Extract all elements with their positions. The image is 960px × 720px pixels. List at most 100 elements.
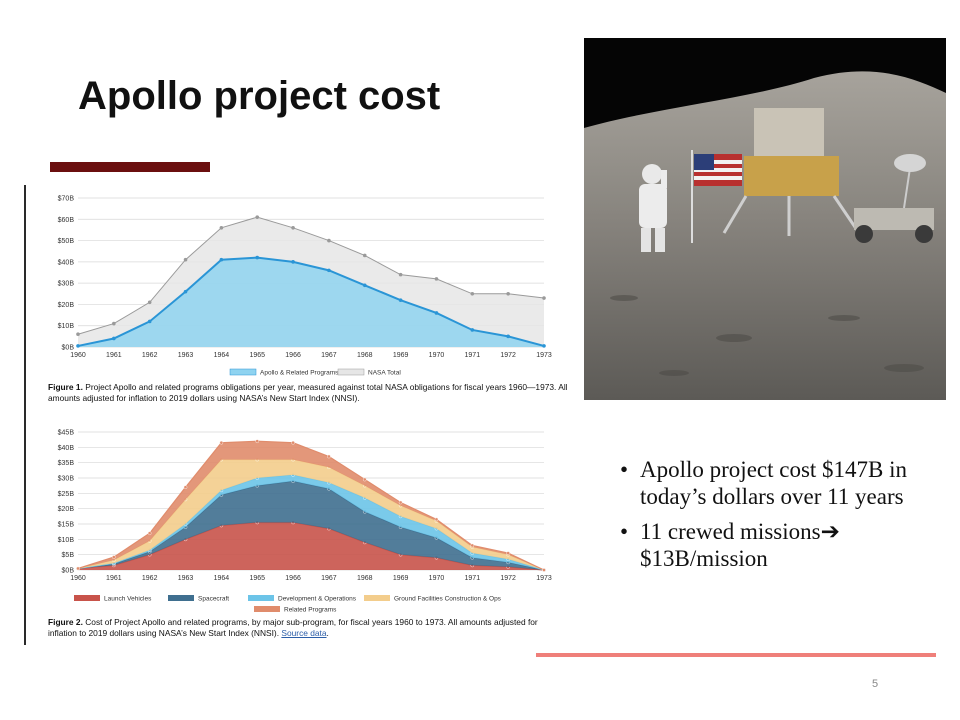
x-tick-label: 1970 [429,352,445,359]
moon-landing-photo [584,38,946,400]
area-apollo-related-programs [78,257,544,347]
bullet-dot: • [620,519,629,544]
point-related-programs [219,440,224,445]
point-related-programs [112,555,116,559]
point-nasa-total [506,291,510,296]
point-related-programs [362,477,367,482]
figure-2-caption: Figure 2. Cost of Project Apollo and rel… [48,617,548,638]
point-apollo-related-programs [398,298,403,302]
x-tick-label: 1962 [142,575,158,582]
lunar-rover [854,154,934,243]
point-apollo-related-programs [219,257,224,262]
figure-1-label: Figure 1. [48,382,83,392]
y-tick-label: $25B [58,491,75,498]
point-apollo-related-programs [255,255,260,260]
y-tick-label: $60B [58,217,75,224]
bullet-item-cost: • Apollo project cost $147B in today’s do… [620,456,920,510]
title-accent-bar [50,162,210,172]
line-nasa-total [77,216,545,335]
astronaut [639,164,667,252]
x-tick-label: 1972 [500,575,516,582]
legend-label: Launch Vehicles [104,596,152,603]
chart-apollo-subprograms: $0B $5B $10B $15B $20B $25B $30B $35B $40B $45B 19… [58,430,552,614]
arrow-icon: ➔ [820,519,840,544]
point-nasa-total [542,296,546,300]
figure-2-label: Figure 2. [48,617,83,627]
left-vertical-rule [24,185,26,645]
figure-1-caption: Figure 1. Project Apollo and related pro… [48,382,568,403]
point-related-programs [542,568,546,572]
point-apollo-related-programs [76,344,80,348]
x-tick-label: 1969 [393,352,409,359]
y-tick-label: $30B [58,476,75,483]
legend-label: Apollo & Related Programs [260,370,339,377]
y-tick-label: $45B [58,430,75,437]
legend-label: NASA Total [368,370,401,377]
chart-apollo-vs-nasa: $0B $10B $20B $30B $40B $50B $60B $70B 1960 1961 1… [58,196,552,377]
point-apollo-related-programs [434,311,439,315]
point-apollo-related-programs [183,289,188,294]
y-tick-label: $40B [58,445,75,452]
x-tick-label: 1964 [214,352,230,359]
caption-period: . [326,627,329,638]
area-development-operations [78,474,544,570]
legend-swatch [229,368,257,376]
source-data-link[interactable]: Source data [281,627,327,638]
point-apollo-related-programs [327,268,331,273]
x-tick-label: 1960 [70,575,86,582]
x-tick-label: 1971 [465,352,481,359]
point-nasa-total [398,272,403,277]
x-tick-label: 1965 [249,352,265,359]
y-tick-label: $0B [62,345,75,352]
x-tick-label: 1972 [500,352,516,359]
legend-swatch [254,606,280,612]
point-related-programs [398,500,403,505]
point-apollo-related-programs [542,344,546,348]
legend-swatch [364,595,390,601]
x-tick-label: 1964 [214,575,230,582]
x-tick-label: 1968 [357,575,373,582]
bullet-text: Apollo project cost $147B in today’s dol… [640,457,908,509]
x-tick-label: 1969 [393,575,409,582]
y-tick-label: $10B [58,537,75,544]
legend-swatch [74,595,100,601]
legend-label: Development & Operations [278,596,357,603]
point-nasa-total [219,226,224,230]
area-spacecraft [78,481,544,570]
y-tick-label: $20B [58,506,75,513]
y-tick-label: $40B [58,259,75,266]
point-related-programs [327,454,331,459]
y-tick-label: $10B [58,323,75,330]
x-tick-label: 1973 [536,352,552,359]
x-tick-label: 1967 [321,575,337,582]
x-tick-label: 1968 [357,352,373,359]
x-tick-label: 1966 [285,352,301,359]
point-apollo-related-programs [470,328,475,332]
point-nasa-total [291,226,295,230]
x-tick-label: 1963 [178,575,194,582]
legend-swatch [337,368,365,376]
point-apollo-related-programs [362,283,367,288]
point-nasa-total [147,300,152,305]
us-flag [691,150,742,243]
point-nasa-total [76,332,80,337]
legend-swatch [168,595,194,601]
bullet-item-missions: • 11 crewed missions➔ $13B/mission [620,518,920,572]
x-tick-label: 1963 [178,352,194,359]
y-tick-label: $30B [58,281,75,288]
x-tick-label: 1961 [106,352,122,359]
point-related-programs [434,517,439,522]
x-tick-label: 1962 [142,352,158,359]
point-related-programs [470,543,475,548]
point-nasa-total [327,238,331,243]
figure-2-text: Cost of Project Apollo and related progr… [48,617,538,638]
y-tick-label: $35B [58,460,75,467]
bullet-dot: • [620,457,629,482]
y-tick-label: $5B [62,552,75,559]
lunar-module [722,108,861,236]
bullet-list: • Apollo project cost $147B in today’s do… [620,456,920,580]
point-related-programs [291,440,295,445]
figure-1-text: Project Apollo and related programs obli… [48,382,568,403]
y-tick-label: $50B [58,238,75,245]
y-tick-label: $0B [62,568,75,575]
